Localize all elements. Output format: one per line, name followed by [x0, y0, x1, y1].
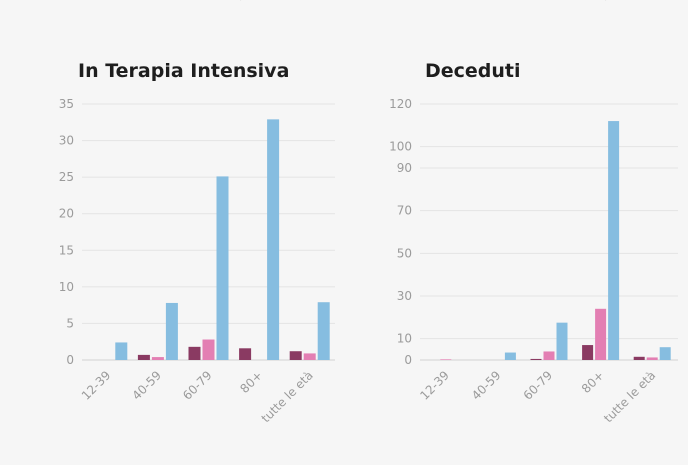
y-tick-label: 20 [59, 207, 74, 221]
x-category-label: 60-79 [521, 368, 556, 403]
y-tick-label: 10 [397, 332, 412, 346]
bar [659, 347, 671, 360]
bar [633, 356, 645, 360]
x-category-label: 80+ [579, 368, 607, 396]
bar [556, 322, 568, 360]
chart-title-intensive-care: In Terapia Intensiva [78, 60, 290, 82]
bar [317, 302, 330, 360]
y-tick-label: 90 [397, 161, 412, 175]
bar [289, 351, 302, 360]
bar [151, 357, 164, 360]
y-tick-label: 70 [397, 204, 412, 218]
bar [530, 358, 542, 360]
bar [608, 121, 620, 360]
bar [165, 302, 178, 360]
x-category-label: 40-59 [469, 368, 504, 403]
chart-title-deaths: Deceduti [425, 60, 521, 82]
y-tick-label: 0 [66, 353, 74, 367]
y-tick-label: 0 [404, 353, 412, 367]
bar [595, 308, 607, 360]
bar [646, 357, 658, 360]
y-tick-label: 10 [59, 280, 74, 294]
x-category-label: 12-39 [417, 368, 452, 403]
bar [188, 346, 201, 360]
y-tick-label: 5 [66, 316, 74, 330]
bar [216, 176, 229, 360]
bar [239, 348, 252, 360]
bar [267, 119, 280, 360]
y-tick-label: 35 [59, 97, 74, 111]
bar [504, 352, 516, 360]
bar [115, 342, 128, 360]
y-tick-label: 100 [389, 140, 412, 154]
y-tick-label: 30 [397, 289, 412, 303]
y-tick-label: 120 [389, 97, 412, 111]
bar [543, 351, 555, 360]
bar [582, 345, 594, 360]
x-category-label: tutte le età [601, 368, 658, 425]
y-tick-label: 50 [397, 246, 412, 260]
y-tick-label: 30 [59, 134, 74, 148]
y-tick-label: 15 [59, 243, 74, 257]
bar [303, 353, 316, 360]
bar [440, 359, 452, 360]
bar [202, 339, 215, 360]
y-tick-label: 25 [59, 170, 74, 184]
bar [137, 354, 150, 360]
